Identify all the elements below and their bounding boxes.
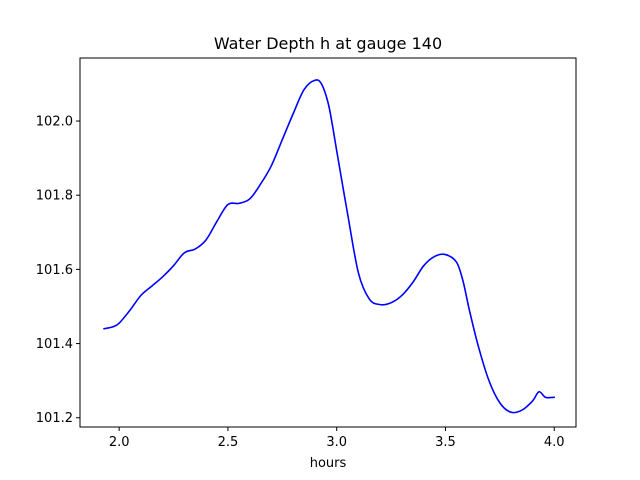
y-tick-label: 102.0 — [36, 115, 73, 130]
x-tick-label: 4.0 — [544, 435, 565, 450]
chart-title: Water Depth h at gauge 140 — [214, 34, 442, 53]
plot-frame — [79, 57, 577, 428]
series-layer — [103, 79, 556, 414]
x-tick-label: 3.0 — [326, 435, 347, 450]
y-tick-label: 101.4 — [36, 337, 73, 352]
y-tick-label: 101.8 — [36, 189, 73, 204]
y-axis: 101.2 101.4 101.6 101.8 102.0 — [36, 115, 80, 426]
x-tick-label: 2.0 — [109, 435, 130, 450]
y-tick-label: 101.2 — [36, 411, 73, 426]
x-tick-label: 3.5 — [435, 435, 456, 450]
plot-background — [80, 58, 576, 427]
x-axis-label: hours — [310, 456, 347, 471]
y-tick-label: 101.6 — [36, 263, 73, 278]
series-line-0 — [103, 79, 556, 414]
x-axis: 2.0 2.5 3.0 3.5 4.0 — [109, 427, 565, 450]
x-tick-label: 2.5 — [218, 435, 239, 450]
